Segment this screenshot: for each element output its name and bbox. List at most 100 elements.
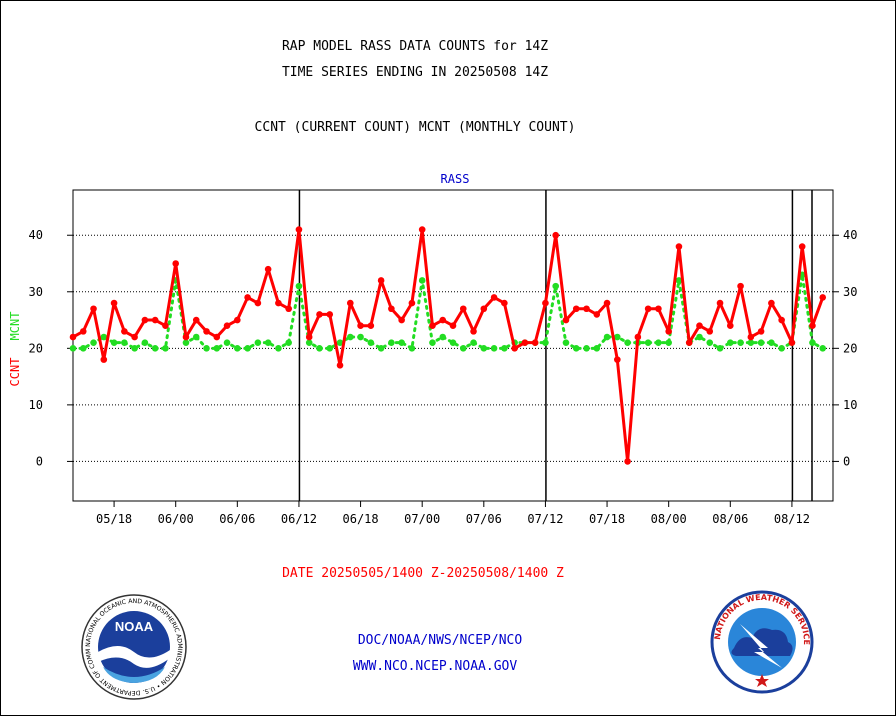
data-point-mcnt: [234, 345, 241, 352]
data-point-mcnt: [305, 339, 313, 346]
data-point-ccnt: [326, 311, 334, 318]
data-point-mcnt: [316, 345, 323, 352]
data-point-mcnt: [449, 339, 457, 346]
data-point-mcnt: [501, 345, 508, 352]
data-point-mcnt: [151, 345, 159, 352]
data-point-mcnt: [655, 339, 662, 346]
data-point-ccnt: [100, 356, 108, 363]
data-point-ccnt: [182, 333, 190, 341]
data-point-mcnt: [757, 339, 765, 346]
org-label: DOC/NOAA/NWS/NCEP/NCO: [357, 633, 523, 648]
data-point-ccnt: [480, 305, 488, 313]
data-point-ccnt: [501, 299, 508, 307]
data-point-mcnt: [706, 339, 714, 346]
data-point-mcnt: [778, 345, 785, 352]
y-tick-label-right: 30: [843, 285, 857, 299]
data-point-mcnt: [192, 333, 200, 341]
x-tick-label: 07/00: [404, 512, 440, 526]
data-point-mcnt: [614, 333, 621, 341]
data-point-ccnt: [757, 328, 765, 335]
data-point-ccnt: [172, 260, 180, 267]
data-point-mcnt: [100, 333, 108, 341]
nws-logo: NATIONAL WEATHER SERVICE: [710, 590, 814, 694]
data-point-mcnt: [336, 339, 344, 346]
data-point-mcnt: [285, 339, 292, 346]
data-point-ccnt: [562, 316, 570, 324]
data-point-ccnt: [110, 299, 118, 307]
x-tick-label: 07/12: [527, 512, 563, 526]
data-point-mcnt: [470, 339, 477, 346]
data-point-mcnt: [295, 282, 303, 290]
data-point-ccnt: [572, 305, 580, 313]
data-point-ccnt: [223, 322, 231, 330]
data-point-ccnt: [778, 316, 785, 324]
data-point-mcnt: [346, 333, 354, 341]
data-point-mcnt: [131, 345, 138, 352]
x-tick-label: 05/18: [96, 512, 132, 526]
data-point-ccnt: [470, 328, 477, 335]
data-point-mcnt: [696, 333, 703, 341]
data-point-ccnt: [203, 328, 210, 335]
x-tick-label: 07/18: [589, 512, 625, 526]
data-point-ccnt: [819, 294, 827, 301]
data-point-ccnt: [295, 226, 303, 233]
data-point-mcnt: [562, 339, 570, 346]
y-tick-label-left: 20: [29, 341, 43, 355]
data-point-ccnt: [254, 299, 262, 307]
data-point-mcnt: [624, 339, 631, 346]
data-point-ccnt: [316, 311, 323, 318]
data-point-ccnt: [305, 333, 313, 341]
data-point-mcnt: [223, 339, 231, 346]
y-tick-label-right: 0: [843, 454, 850, 468]
chart-subtitle: CCNT (CURRENT COUNT) MCNT (MONTHLY COUNT…: [254, 120, 576, 135]
data-point-mcnt: [408, 345, 416, 352]
data-point-ccnt: [521, 339, 529, 346]
data-point-mcnt: [90, 339, 97, 346]
data-point-mcnt: [69, 345, 77, 352]
data-point-mcnt: [429, 339, 436, 346]
data-point-mcnt: [254, 339, 262, 346]
data-point-ccnt: [336, 361, 344, 369]
data-point-mcnt: [603, 333, 611, 341]
data-point-ccnt: [459, 305, 467, 313]
data-point-mcnt: [79, 345, 87, 352]
data-point-ccnt: [398, 316, 405, 324]
data-point-ccnt: [716, 299, 724, 307]
data-point-ccnt: [213, 333, 221, 341]
data-point-ccnt: [429, 322, 436, 330]
chart-title-line2: TIME SERIES ENDING IN 20250508 14Z: [281, 65, 549, 80]
data-point-mcnt: [121, 339, 128, 346]
data-point-ccnt: [90, 305, 97, 313]
data-point-ccnt: [542, 299, 549, 307]
data-point-ccnt: [377, 277, 385, 284]
data-point-mcnt: [459, 345, 467, 352]
noaa-logo-text: NOAA: [115, 619, 154, 634]
data-point-ccnt: [788, 339, 796, 346]
data-point-ccnt: [141, 316, 149, 324]
data-point-ccnt: [151, 316, 159, 324]
url-link[interactable]: WWW.NCO.NCEP.NOAA.GOV: [352, 659, 518, 674]
data-point-mcnt: [644, 339, 652, 346]
data-point-mcnt: [244, 345, 251, 352]
x-tick-label: 06/00: [158, 512, 194, 526]
data-point-mcnt: [213, 345, 221, 352]
data-point-mcnt: [542, 339, 549, 346]
data-point-mcnt: [377, 345, 385, 352]
data-point-mcnt: [809, 339, 816, 346]
data-point-ccnt: [583, 305, 590, 313]
data-point-ccnt: [675, 243, 683, 250]
data-point-ccnt: [768, 299, 775, 307]
data-point-ccnt: [552, 231, 560, 239]
data-point-ccnt: [511, 345, 518, 352]
y-tick-label-left: 0: [36, 454, 43, 468]
y-tick-label-left: 40: [29, 228, 43, 242]
noaa-logo: NATIONAL OCEANIC AND ATMOSPHERIC ADMINIS…: [79, 592, 187, 700]
data-point-mcnt: [747, 339, 755, 346]
x-tick-label: 06/18: [343, 512, 379, 526]
data-point-mcnt: [264, 339, 272, 346]
data-point-ccnt: [634, 333, 642, 341]
data-point-ccnt: [726, 322, 734, 330]
data-point-ccnt: [696, 322, 703, 330]
data-point-mcnt: [326, 345, 334, 352]
